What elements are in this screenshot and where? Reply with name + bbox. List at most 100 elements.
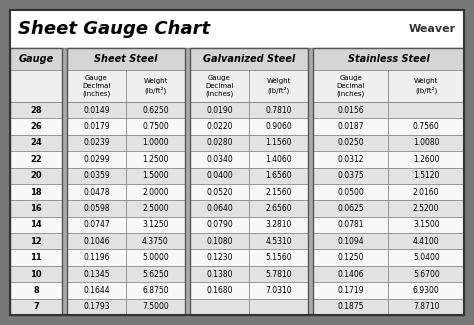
Text: 7.5000: 7.5000	[142, 302, 169, 311]
Text: 0.1080: 0.1080	[206, 237, 233, 246]
Text: 5.0400: 5.0400	[413, 253, 439, 262]
Bar	[10, 48, 62, 315]
Bar	[190, 70, 308, 102]
Text: 22: 22	[30, 155, 42, 164]
Bar	[67, 48, 185, 315]
Text: 2.6560: 2.6560	[265, 204, 292, 213]
Text: 0.1196: 0.1196	[83, 253, 110, 262]
Bar	[313, 48, 464, 315]
Bar	[190, 168, 308, 184]
Bar	[67, 299, 185, 315]
Text: 0.0179: 0.0179	[83, 122, 110, 131]
Text: Gauge: Gauge	[18, 54, 54, 64]
Bar	[313, 168, 464, 184]
Text: 1.2600: 1.2600	[413, 155, 439, 164]
Bar	[10, 266, 62, 282]
Text: 0.1406: 0.1406	[337, 269, 364, 279]
Text: 5.1560: 5.1560	[265, 253, 292, 262]
Bar	[313, 102, 464, 118]
Bar	[313, 200, 464, 217]
Text: 0.0375: 0.0375	[337, 171, 364, 180]
Bar	[313, 282, 464, 299]
Text: 0.0478: 0.0478	[83, 188, 110, 197]
Bar	[10, 233, 62, 250]
Bar	[190, 217, 308, 233]
Bar	[313, 48, 464, 70]
Text: 2.5200: 2.5200	[413, 204, 439, 213]
Text: 11: 11	[30, 253, 42, 262]
Bar	[190, 200, 308, 217]
Bar	[10, 48, 464, 315]
Text: 14: 14	[30, 220, 42, 229]
Bar	[10, 184, 62, 200]
Text: Gauge
Decimal
(inches): Gauge Decimal (inches)	[337, 75, 365, 97]
Bar	[190, 102, 308, 118]
Bar	[10, 118, 62, 135]
Text: 1.5000: 1.5000	[142, 171, 169, 180]
Bar	[190, 282, 308, 299]
Text: 0.0500: 0.0500	[337, 188, 364, 197]
Text: 0.0190: 0.0190	[206, 106, 233, 115]
Text: 24: 24	[30, 138, 42, 148]
Bar	[313, 151, 464, 168]
Text: 0.0149: 0.0149	[83, 106, 110, 115]
Text: 20: 20	[30, 171, 42, 180]
Text: 28: 28	[30, 106, 42, 115]
Text: 0.0598: 0.0598	[83, 204, 110, 213]
Text: 3.1500: 3.1500	[413, 220, 439, 229]
Text: 18: 18	[30, 188, 42, 197]
Bar	[10, 168, 62, 184]
Text: 1.0080: 1.0080	[413, 138, 439, 148]
Bar	[10, 299, 62, 315]
Text: 0.0520: 0.0520	[206, 188, 233, 197]
Text: 1.4060: 1.4060	[265, 155, 292, 164]
Text: 4.5310: 4.5310	[265, 237, 292, 246]
Bar	[67, 250, 185, 266]
Bar	[190, 48, 308, 315]
Bar	[190, 151, 308, 168]
Text: 0.7560: 0.7560	[413, 122, 439, 131]
Bar	[313, 266, 464, 282]
Text: 2.0160: 2.0160	[413, 188, 439, 197]
Text: 2.5000: 2.5000	[142, 204, 169, 213]
Text: Gauge
Decimal
(inches): Gauge Decimal (inches)	[205, 75, 234, 97]
Bar	[313, 135, 464, 151]
Text: 0.0790: 0.0790	[206, 220, 233, 229]
Text: 0.9060: 0.9060	[265, 122, 292, 131]
Text: 0.0625: 0.0625	[337, 204, 364, 213]
Bar	[313, 250, 464, 266]
Bar	[10, 10, 464, 48]
Bar	[10, 48, 62, 315]
Text: 10: 10	[30, 269, 42, 279]
Text: 0.0220: 0.0220	[206, 122, 233, 131]
Text: 0.0156: 0.0156	[337, 106, 364, 115]
Bar	[67, 168, 185, 184]
Text: 1.2500: 1.2500	[142, 155, 169, 164]
Text: 7: 7	[33, 302, 39, 311]
Bar	[190, 233, 308, 250]
Text: 8: 8	[33, 286, 39, 295]
Bar	[190, 135, 308, 151]
Text: 0.0250: 0.0250	[337, 138, 364, 148]
Text: 4.3750: 4.3750	[142, 237, 169, 246]
Bar	[10, 70, 62, 102]
Text: 4.4100: 4.4100	[413, 237, 439, 246]
Text: 0.0187: 0.0187	[337, 122, 364, 131]
Bar	[67, 102, 185, 118]
Bar	[313, 48, 464, 315]
Bar	[67, 233, 185, 250]
Bar	[313, 184, 464, 200]
Text: 0.1644: 0.1644	[83, 286, 110, 295]
Bar	[313, 118, 464, 135]
Text: 3.1250: 3.1250	[142, 220, 169, 229]
Bar	[67, 217, 185, 233]
Text: Galvanized Steel: Galvanized Steel	[203, 54, 295, 64]
Bar	[190, 184, 308, 200]
Text: 0.1094: 0.1094	[337, 237, 364, 246]
Bar	[10, 282, 62, 299]
Text: 7.0310: 7.0310	[265, 286, 292, 295]
Bar	[190, 48, 308, 315]
Text: 0.1875: 0.1875	[337, 302, 364, 311]
Text: Gauge
Decimal
(inches): Gauge Decimal (inches)	[82, 75, 111, 97]
Bar	[67, 118, 185, 135]
